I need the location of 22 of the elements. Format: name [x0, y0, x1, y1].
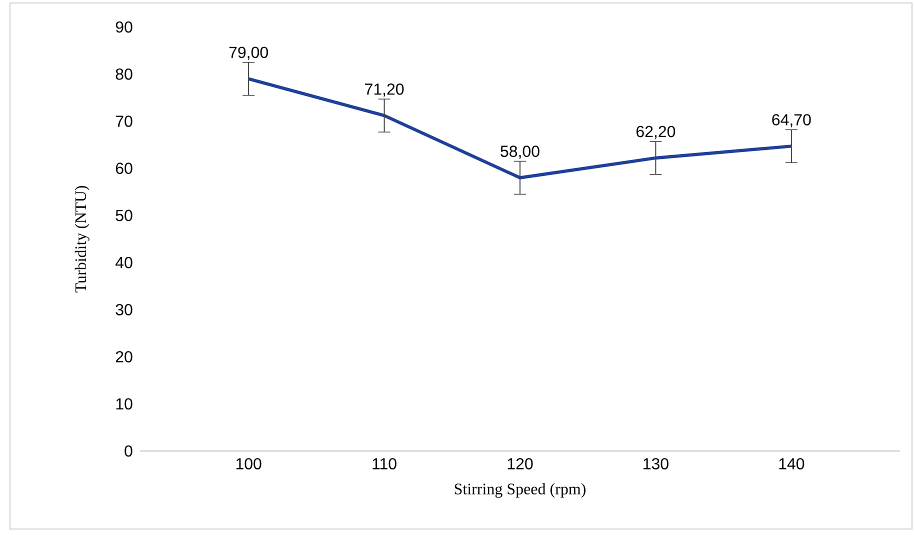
y-tick-label: 80 [116, 68, 132, 80]
y-tick-label: 60 [116, 162, 132, 174]
data-label: 62,20 [636, 126, 676, 140]
y-tick-label: 50 [116, 210, 132, 222]
y-tick-label: 30 [116, 304, 132, 316]
data-label: 79,00 [229, 46, 268, 60]
y-tick-label: 40 [116, 256, 132, 268]
y-tick-label: 70 [116, 116, 132, 127]
x-tick-label: 100 [236, 458, 262, 470]
data-label: 64,70 [772, 114, 811, 128]
data-label: 58,00 [500, 146, 540, 159]
y-axis-title: Turbidity (NTU) [74, 186, 90, 292]
y-tick-label: 20 [116, 351, 132, 362]
x-tick-label: 120 [508, 458, 533, 470]
x-tick-label: 130 [644, 458, 668, 470]
x-tick-label: 140 [779, 458, 804, 470]
y-tick-label: 90 [116, 21, 132, 33]
x-axis-title: Stirring Speed (rpm) [454, 483, 586, 498]
y-tick-label: 10 [116, 398, 132, 410]
y-tick-label: 0 [124, 445, 132, 457]
x-tick-label: 110 [372, 458, 396, 470]
data-label: 71,20 [365, 83, 404, 97]
